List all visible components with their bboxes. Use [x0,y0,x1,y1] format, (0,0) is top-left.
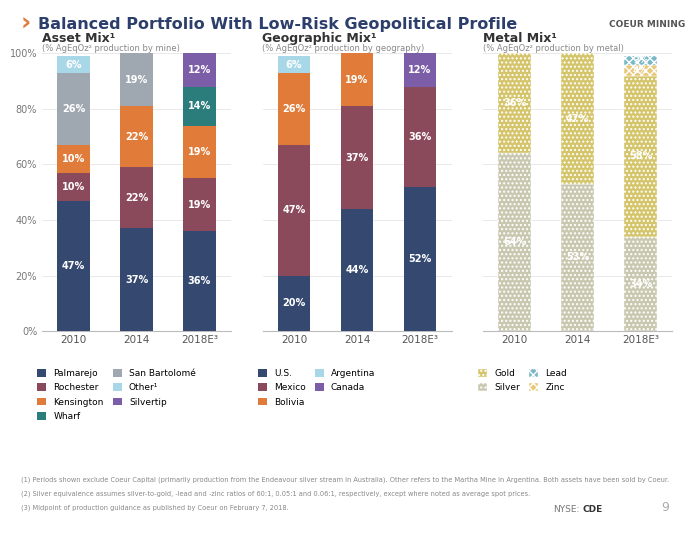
Text: 37%: 37% [345,153,369,162]
Bar [341,106,373,209]
Text: 47%: 47% [282,205,306,215]
Bar [57,173,90,201]
Text: (% AgEqOz² production by mine): (% AgEqOz² production by mine) [42,44,180,53]
Text: Metal Mix¹: Metal Mix¹ [483,33,557,45]
Legend: Gold, Silver, Lead, Zinc: Gold, Silver, Lead, Zinc [478,369,567,392]
Text: CDE: CDE [582,505,603,514]
Text: 3%: 3% [633,56,648,65]
Text: (1) Periods shown exclude Coeur Capital (primarily production from the Endeavour: (1) Periods shown exclude Coeur Capital … [21,476,669,483]
Bar [498,53,531,153]
Bar [57,56,90,73]
Bar [57,201,90,331]
Bar [183,53,216,87]
Text: 26%: 26% [282,104,306,114]
Text: 19%: 19% [188,147,211,157]
Text: 47%: 47% [62,261,85,271]
Bar [120,229,153,331]
Bar [341,209,373,331]
Bar [278,276,310,331]
Text: (% AgEqOz² production by geography): (% AgEqOz² production by geography) [262,44,425,53]
Text: 44%: 44% [345,265,369,275]
Text: 36%: 36% [408,132,432,142]
Text: (2) Silver equivalence assumes silver-to-gold, -lead and -zinc ratios of 60:1, 0: (2) Silver equivalence assumes silver-to… [21,490,531,497]
Bar [57,145,90,173]
Bar [498,153,531,331]
Bar [561,184,594,331]
Bar [57,73,90,145]
Bar [183,87,216,125]
Text: 19%: 19% [345,75,369,85]
Bar [278,56,310,73]
Text: 10%: 10% [62,154,85,164]
Text: 36%: 36% [188,276,211,286]
Bar [278,145,310,276]
Bar [404,87,436,187]
Text: ›: › [21,12,32,36]
Legend: U.S., Mexico, Bolivia, Argentina, Canada: U.S., Mexico, Bolivia, Argentina, Canada [258,369,375,407]
Text: 6%: 6% [65,59,82,69]
Bar [624,65,657,76]
Bar [624,237,657,331]
Text: 22%: 22% [125,193,148,203]
Text: 4%: 4% [633,66,648,75]
Text: 36%: 36% [503,98,526,108]
Text: 37%: 37% [125,274,148,285]
Text: 19%: 19% [125,75,148,85]
Text: 19%: 19% [188,200,211,210]
Bar [341,53,373,106]
Text: NYSE:: NYSE: [553,505,580,514]
Bar [624,76,657,237]
Text: 64%: 64% [503,237,526,247]
Text: (3) Midpoint of production guidance as published by Coeur on February 7, 2018.: (3) Midpoint of production guidance as p… [21,504,288,511]
Text: 9: 9 [662,501,669,514]
Text: 26%: 26% [62,104,85,114]
Text: (% AgEqOz² production by metal): (% AgEqOz² production by metal) [483,44,624,53]
Bar [120,106,153,167]
Bar [278,73,310,145]
Bar [561,53,594,184]
Bar [120,53,153,106]
Bar [183,125,216,178]
Legend: Palmarejo, Rochester, Kensington, Wharf, San Bartolomé, Other¹, Silvertip: Palmarejo, Rochester, Kensington, Wharf,… [37,369,196,421]
Text: 34%: 34% [629,279,652,289]
Bar [404,53,436,87]
Text: 12%: 12% [408,65,432,75]
Text: 58%: 58% [629,151,652,161]
Text: 47%: 47% [566,114,589,124]
Text: COEUR MINING: COEUR MINING [609,20,685,28]
Text: 53%: 53% [566,253,589,263]
Text: Balanced Portfolio With Low-Risk Geopolitical Profile: Balanced Portfolio With Low-Risk Geopoli… [38,17,518,32]
Text: 6%: 6% [286,59,302,69]
Text: Geographic Mix¹: Geographic Mix¹ [262,33,377,45]
Bar [183,231,216,331]
Bar [183,178,216,231]
Bar [120,167,153,229]
Text: 10%: 10% [62,182,85,192]
Text: 22%: 22% [125,132,148,142]
Text: 14%: 14% [188,101,211,111]
Text: 20%: 20% [282,299,306,308]
Text: 52%: 52% [408,254,432,264]
Text: 12%: 12% [188,65,211,75]
Text: Asset Mix¹: Asset Mix¹ [42,33,116,45]
Bar [404,187,436,331]
Bar [624,56,657,65]
